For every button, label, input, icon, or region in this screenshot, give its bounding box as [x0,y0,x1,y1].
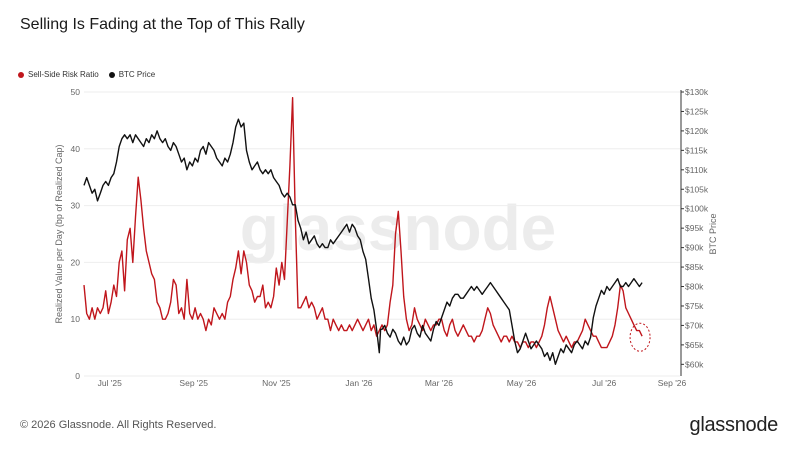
y-left-tick-label: 0 [75,371,80,381]
glassnode-logo: glassnode [689,414,779,436]
btc-price-swatch [108,71,115,78]
y-right-tick-label: $125k [685,106,709,116]
y-right-tick-label: $120k [685,126,709,136]
y-left-axis-title: Realized Value per Day (bp of Realized C… [54,145,64,324]
x-tick-label: Sep '26 [658,378,687,388]
y-right-tick-label: $85k [685,262,704,272]
y-left-tick-label: 10 [71,314,81,324]
y-right-tick-label: $105k [685,184,709,194]
y-left-tick-label: 50 [71,87,81,97]
y-right-tick-label: $80k [685,282,704,292]
legend-label-sell-side-risk: Sell-Side Risk Ratio [28,70,99,79]
y-right-tick-label: $115k [685,145,708,155]
y-left-tick-label: 30 [71,201,81,211]
y-right-tick-label: $130k [685,87,709,97]
y-right-tick-label: $95k [685,223,704,233]
y-right-tick-label: $70k [685,320,704,330]
y-right-tick-label: $100k [685,204,709,214]
sell-side-risk-line [83,97,643,349]
y-left-tick-label: 20 [71,257,81,267]
x-tick-label: Nov '25 [262,378,291,388]
legend-label-btc-price: BTC Price [118,70,156,79]
y-right-tick-label: $75k [685,301,704,311]
legend: Sell-Side Risk Ratio BTC Price [18,70,155,79]
sell-side-risk-swatch [18,71,24,78]
legend-item-btc-price[interactable]: BTC Price [108,70,156,79]
copyright-text: © 2026 Glassnode. All Rights Reserved. [20,419,217,431]
legend-item-sell-side-risk[interactable]: Sell-Side Risk Ratio [18,70,99,79]
y-right-tick-label: $65k [685,340,704,350]
btc-price-line [83,118,643,365]
chart-title: Selling Is Fading at the Top of This Ral… [20,16,305,33]
x-tick-label: Jan '26 [345,378,372,388]
x-tick-label: Jul '25 [98,378,123,388]
y-right-tick-label: $90k [685,243,704,253]
y-left-tick-label: 40 [71,144,81,154]
x-tick-label: Jul '26 [592,378,617,388]
x-tick-label: Mar '26 [425,378,453,388]
y-right-tick-label: $60k [685,359,704,369]
y-right-tick-label: $110k [685,165,708,175]
y-right-axis-title: BTC Price [708,213,718,254]
x-tick-label: May '26 [507,378,537,388]
highlight-circle [629,322,651,352]
x-tick-label: Sep '25 [179,378,208,388]
